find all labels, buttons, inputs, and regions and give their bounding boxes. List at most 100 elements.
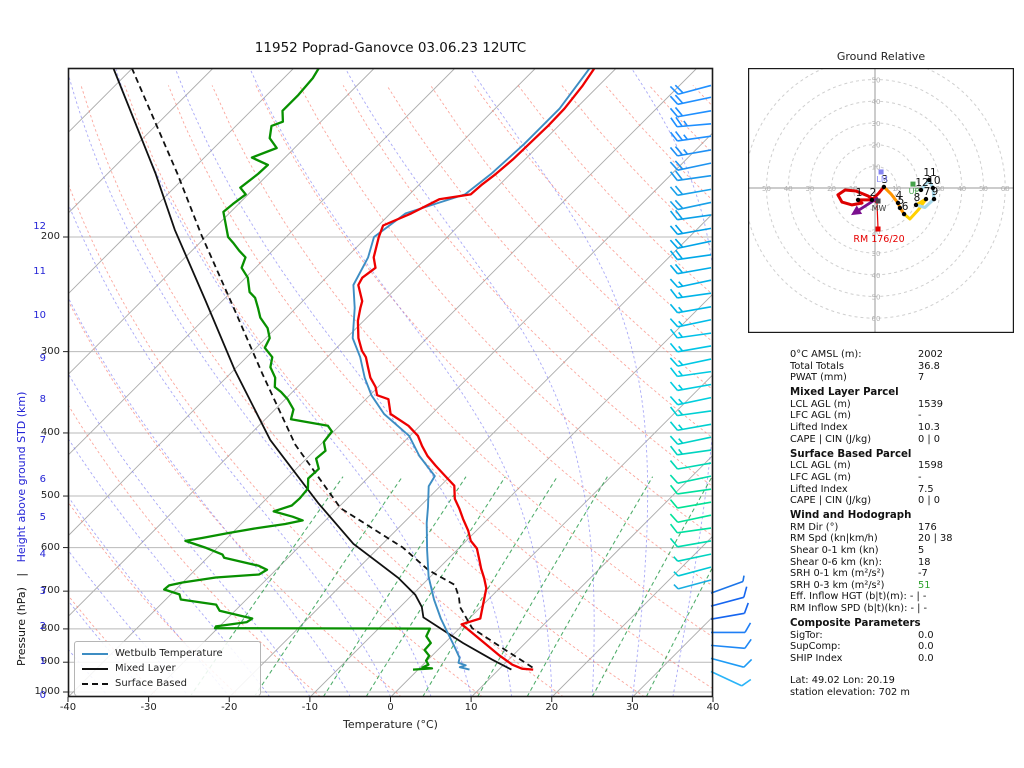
hodograph-ring-label: 20: [872, 142, 881, 150]
panel-row-label: SHIP Index: [790, 652, 843, 664]
panel-row-value: 0.0: [918, 629, 934, 641]
storm-motion-arrow-head: [851, 205, 863, 216]
dry-adiabat-line: [473, 85, 713, 343]
isotherm-line: [68, 68, 375, 376]
hodograph-marker-lm: [878, 169, 884, 175]
pressure-tick-label: 700: [40, 585, 60, 597]
panel-row-label: SupComp:: [790, 641, 841, 653]
panel-row-label: SigTor:: [790, 629, 823, 641]
hodograph-ring-label: 10: [849, 185, 858, 193]
hodograph-marker-rm: [875, 226, 881, 232]
panel-section-header: Surface Based Parcel: [790, 448, 912, 460]
dewpoint-curve: [163, 68, 434, 671]
legend-label-mixed-layer: Mixed Layer: [115, 663, 176, 674]
height-tick-label: 0: [39, 689, 46, 701]
panel-row-value: 1539: [918, 398, 943, 410]
legend-label-wetbulb: Wetbulb Temperature: [115, 648, 223, 659]
wind-barb: [669, 224, 712, 236]
mixing-ratio-line: [645, 565, 713, 697]
panel-row: Eff. Inflow HGT (b|t)(m): - | -: [790, 591, 1024, 603]
hodograph-marker-up: [910, 181, 916, 187]
hodograph-ring-label: 10: [872, 163, 881, 171]
hodograph-trace-segment: [902, 197, 928, 221]
isotherm-line: [148, 132, 713, 697]
panel-row-label: LFC AGL (m): [790, 410, 851, 422]
station-latlon: Lat: 49.02 Lon: 20.19: [790, 675, 895, 687]
skewt-plot: [63, 67, 753, 702]
hodograph-marker-mw: [875, 198, 881, 204]
temperature-tick-label: -40: [59, 702, 77, 713]
isotherm-line: [390, 373, 713, 697]
temperature-tick-label: 40: [706, 702, 720, 713]
panel-row-label: LCL AGL (m): [790, 398, 851, 410]
panel-section-header: Wind and Hodograph: [790, 510, 912, 522]
panel-section-header: Mixed Layer Parcel: [790, 387, 899, 399]
panel-row: SHIP Index 0.0: [790, 653, 1024, 665]
wind-barb: [669, 318, 712, 328]
panel-row-label: Total Totals: [790, 360, 844, 372]
wind-barb: [669, 435, 712, 446]
dry-adiabat-line: [167, 85, 713, 690]
wind-barb: [669, 131, 712, 142]
panel-row: RM Spd (kn|km/h) 20 | 38: [790, 533, 1024, 545]
mixing-ratio-line: [365, 476, 506, 697]
wind-barb: [710, 602, 749, 620]
panel-row: LFC AGL (m) -: [790, 472, 1024, 484]
wind-barb: [669, 106, 712, 118]
hodograph-marker-label-rm: RM 176/20: [853, 234, 904, 245]
height-tick-label: 9: [39, 353, 46, 365]
wind-barb: [669, 357, 712, 367]
panel-row: Shear 0-6 km (kn): 18: [790, 557, 1024, 569]
hodograph-km-dot: [926, 177, 932, 183]
panel-row-label: SRH 0-3 km (m²/s²): [790, 579, 885, 591]
hodograph-km-label: 2: [870, 187, 877, 199]
hodograph-km-label: 12: [915, 177, 928, 189]
wind-barb: [669, 170, 712, 182]
panel-row: CAPE | CIN (J/kg) 0 | 0: [790, 495, 1024, 507]
moist-adiabat-line: [68, 495, 230, 697]
temperature-tick-label: 20: [545, 702, 559, 713]
hodograph-km-label: 5: [898, 195, 905, 207]
legend-line-mixed-layer: [82, 667, 108, 670]
panel-row: SRH 0-1 km (m²/s²) -7: [790, 568, 1024, 580]
panel-row-label: SRH 0-1 km (m²/s²): [790, 568, 885, 580]
hodograph-ring-label: 20: [914, 185, 923, 193]
wind-barb: [669, 199, 712, 211]
hodograph-marker-label-mw: MW: [872, 204, 887, 213]
wind-barb: [669, 381, 712, 392]
dry-adiabat-line: [68, 501, 240, 697]
panel-row-label: CAPE | CIN (J/kg): [790, 495, 872, 507]
temperature-tick-label: 10: [464, 702, 478, 713]
pressure-tick-label: 1000: [34, 685, 60, 697]
height-tick-label: 12: [33, 221, 46, 233]
hodograph-ring-label: 30: [872, 120, 881, 128]
hodograph-ring-label: 40: [872, 98, 881, 106]
wind-barb: [711, 622, 752, 634]
panel-row-label: Shear 0-6 km (kn):: [790, 556, 882, 568]
height-tick-label: 1: [39, 655, 46, 667]
temperature-curve: [356, 68, 596, 671]
pressure-tick-label: 800: [40, 622, 60, 634]
height-tick-label: 6: [39, 473, 46, 485]
hodograph-km-label: 3: [882, 174, 889, 186]
hodograph-km-label: 9: [932, 186, 939, 198]
moist-adiabat-line: [175, 69, 513, 697]
hodograph-km-dot: [923, 196, 929, 202]
hodograph-ring-label: 20: [827, 185, 836, 193]
hodograph-km-label: 6: [902, 201, 909, 213]
panel-row-value: 18: [918, 556, 931, 568]
panel-row-value: 7.5: [918, 483, 934, 495]
wind-barb: [673, 553, 712, 562]
temperature-tick-label: 30: [626, 702, 639, 713]
pressure-tick-label: 900: [40, 656, 60, 668]
wind-barbs: [669, 84, 753, 687]
wind-barb: [669, 263, 712, 275]
wind-barb: [669, 499, 712, 509]
height-tick-label: 11: [33, 265, 46, 277]
hodograph-ring-label: 40: [784, 185, 793, 193]
hodograph-plot: 50 40 30 20 10 10 20 30 40 50 60 10 20 30 40 50 20 30 40 50…: [748, 68, 1014, 333]
wind-barb: [669, 460, 712, 470]
height-tick-label: 7: [39, 434, 46, 446]
legend-item-mixed-layer: Mixed Layer: [82, 661, 252, 676]
temperature-tick-label: -20: [221, 702, 238, 713]
